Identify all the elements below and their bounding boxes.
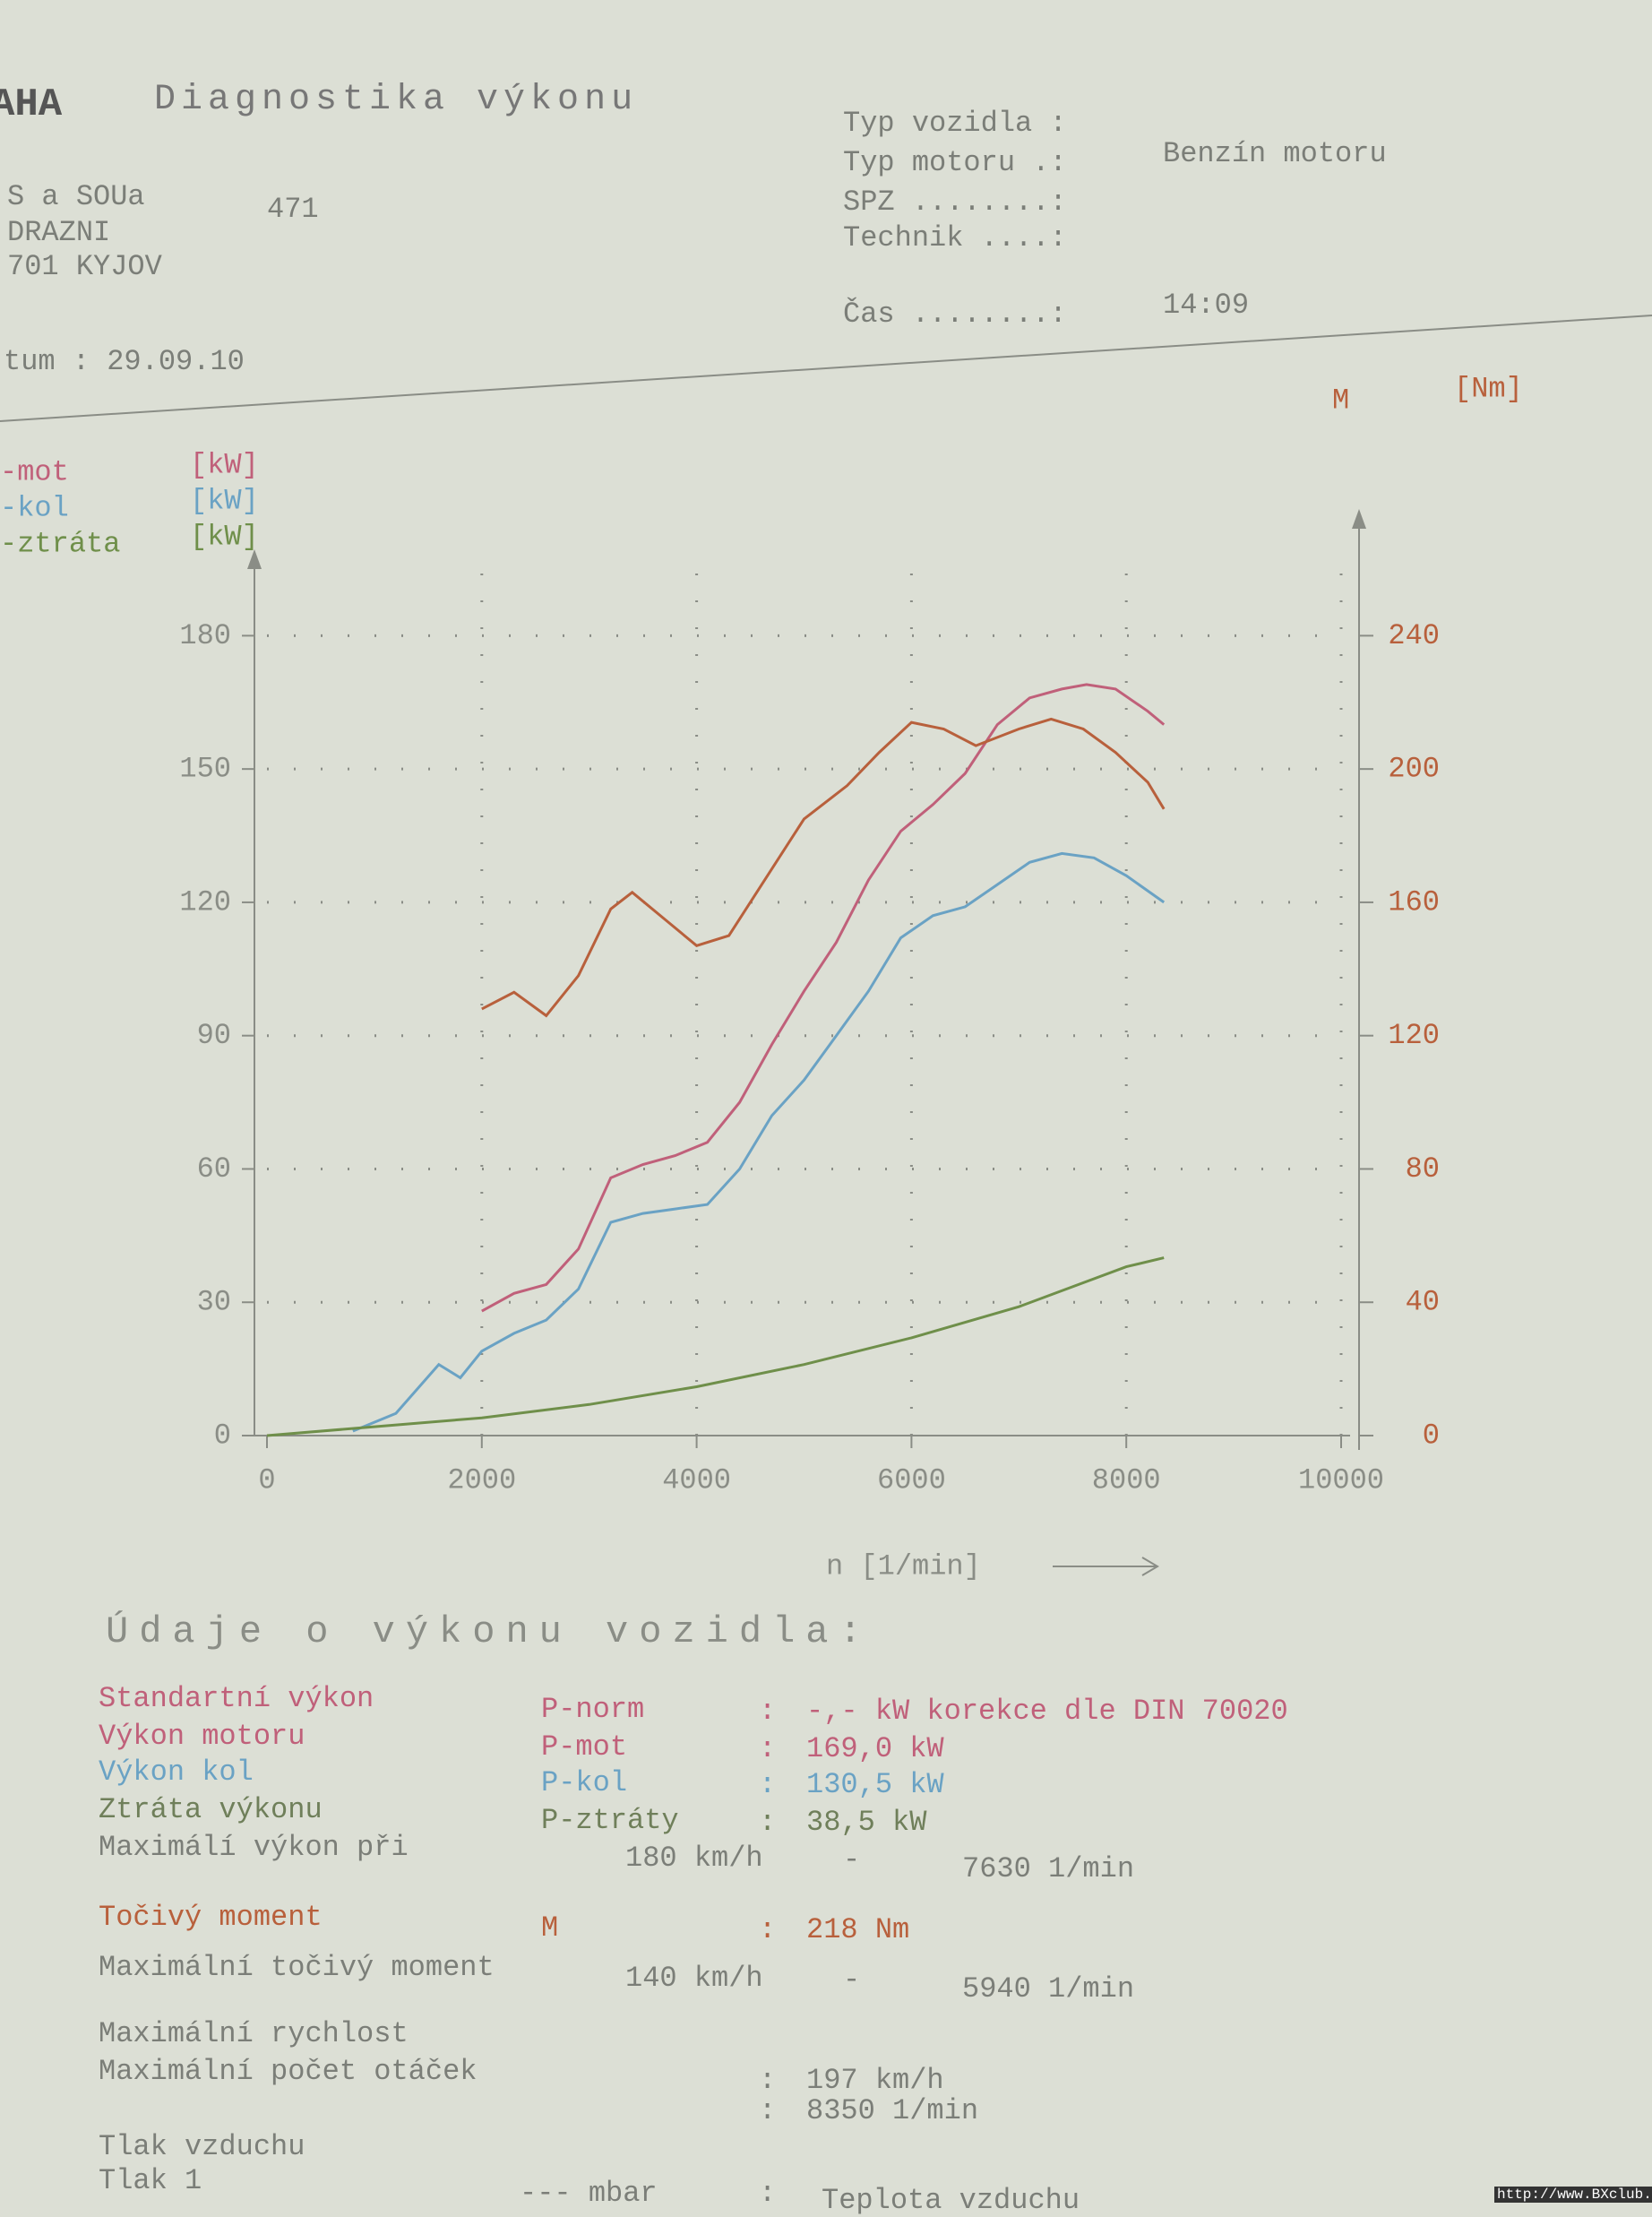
row-speed: 140 km/h	[625, 1962, 763, 1995]
row-symbol: P-kol	[541, 1766, 628, 1799]
row-label: Maximální točivý moment	[99, 1951, 495, 1984]
row-label: Teplota vzduchu	[822, 2184, 1080, 2217]
row-label: Maximálí výkon při	[99, 1831, 409, 1864]
y-tick-label: 0	[214, 1419, 231, 1452]
x-tick-label: 8000	[1092, 1463, 1161, 1497]
legend-label: -mot	[0, 455, 69, 488]
address-line: DRAZNI	[7, 216, 111, 249]
row-label: Maximální rychlost	[99, 2017, 409, 2050]
field-label: Čas ........:	[843, 298, 1067, 331]
row-sep: :	[759, 1806, 777, 1839]
row-sep: :	[759, 1768, 777, 1801]
row-label: Výkon kol	[99, 1755, 254, 1789]
legend-unit: [kW]	[190, 448, 259, 481]
y-tick-label: 90	[197, 1019, 231, 1052]
row-value: 8350 1/min	[806, 2094, 979, 2127]
y-tick-label: 30	[197, 1286, 231, 1319]
row-sep: -	[843, 1963, 861, 1997]
footer: http://www.BXclub.cz	[1494, 2187, 1652, 2203]
row-value: 38,5 kW	[806, 1806, 927, 1839]
series-line	[352, 851, 1166, 1433]
y2-label: M	[1332, 384, 1349, 417]
field-value: 14:09	[1163, 289, 1250, 322]
series-line	[481, 683, 1166, 1313]
details-title: Údaje o výkonu vozidla:	[106, 1610, 873, 1653]
y-tick-label: 150	[179, 753, 231, 786]
y2-tick-label: 0	[1423, 1419, 1440, 1452]
x-tick-label: 4000	[662, 1463, 731, 1497]
legend-label: -ztráta	[0, 527, 120, 560]
row-value: 169,0 kW	[806, 1732, 944, 1765]
row-symbol: M	[541, 1911, 559, 1945]
y-tick-label: 120	[179, 885, 231, 919]
y2-tick-label: 120	[1388, 1019, 1440, 1052]
y-tick-label: 180	[179, 619, 231, 652]
row-sep: :	[759, 1732, 777, 1765]
y2-unit: [Nm]	[1454, 372, 1523, 405]
row-sep: :	[759, 2064, 777, 2097]
y2-tick-label: 240	[1388, 619, 1440, 652]
field-label: SPZ ........:	[843, 185, 1067, 219]
axis-arrow	[247, 549, 262, 569]
row-label: Točivý moment	[99, 1901, 323, 1934]
row-sep: :	[759, 1913, 777, 1946]
row-label: Tlak 1	[99, 2164, 202, 2197]
field-label: Typ vozidla :	[843, 107, 1067, 140]
y2-tick-label: 40	[1406, 1286, 1440, 1319]
row-sep: :	[759, 1695, 777, 1728]
field-label: Typ motoru .:	[843, 146, 1067, 179]
row-symbol: P-norm	[541, 1693, 645, 1726]
series-line	[481, 717, 1166, 1018]
row-value: 130,5 kW	[806, 1768, 944, 1801]
x-tick-label: 2000	[447, 1463, 516, 1497]
address-line: S a SOUa	[7, 180, 145, 213]
field-label: Technik ....:	[843, 221, 1067, 254]
row-value: 5940 1/min	[962, 1972, 1135, 2006]
row-label: Standartní výkon	[99, 1682, 374, 1715]
y-tick-label: 60	[197, 1152, 231, 1186]
row-label: Tlak vzduchu	[99, 2130, 305, 2163]
row-sep: :	[759, 2177, 777, 2210]
row-speed: 180 km/h	[625, 1842, 763, 1875]
separator	[0, 315, 1652, 422]
row-value: -,- kW korekce dle DIN 70020	[806, 1695, 1288, 1728]
row-value: 197 km/h	[806, 2064, 944, 2097]
row-value: --- mbar	[520, 2177, 658, 2210]
row-sep: -	[843, 1843, 861, 1876]
x-axis-label: n [1/min]	[826, 1549, 981, 1583]
date: tum : 29.09.10	[4, 345, 245, 378]
x-tick-label: 6000	[877, 1463, 946, 1497]
row-symbol: P-ztráty	[541, 1804, 679, 1837]
x-tick-label: 10000	[1298, 1463, 1384, 1497]
row-symbol: P-mot	[541, 1730, 628, 1764]
row-label: Ztráta výkonu	[99, 1793, 323, 1826]
number: 471	[267, 193, 319, 226]
legend-unit: [kW]	[190, 520, 259, 553]
field-value: Benzín motoru	[1163, 137, 1387, 170]
x-tick-label: 0	[258, 1463, 275, 1497]
y2-tick-label: 160	[1388, 885, 1440, 919]
legend-label: -kol	[0, 491, 69, 524]
title: Diagnostika výkonu	[154, 80, 639, 120]
y2-tick-label: 80	[1406, 1152, 1440, 1186]
legend-unit: [kW]	[190, 484, 259, 517]
row-value: 218 Nm	[806, 1913, 910, 1946]
row-sep: :	[759, 2094, 777, 2127]
row-value: 7630 1/min	[962, 1852, 1135, 1885]
x-axis-arrow	[1053, 1557, 1159, 1576]
address-line: 701 KYJOV	[7, 250, 162, 283]
y2-tick-label: 200	[1388, 753, 1440, 786]
logo: AHA	[0, 82, 63, 127]
axis-arrow	[1352, 509, 1366, 529]
series-line	[266, 1256, 1165, 1437]
row-label: Výkon motoru	[99, 1720, 305, 1753]
row-label: Maximální počet otáček	[99, 2055, 478, 2088]
